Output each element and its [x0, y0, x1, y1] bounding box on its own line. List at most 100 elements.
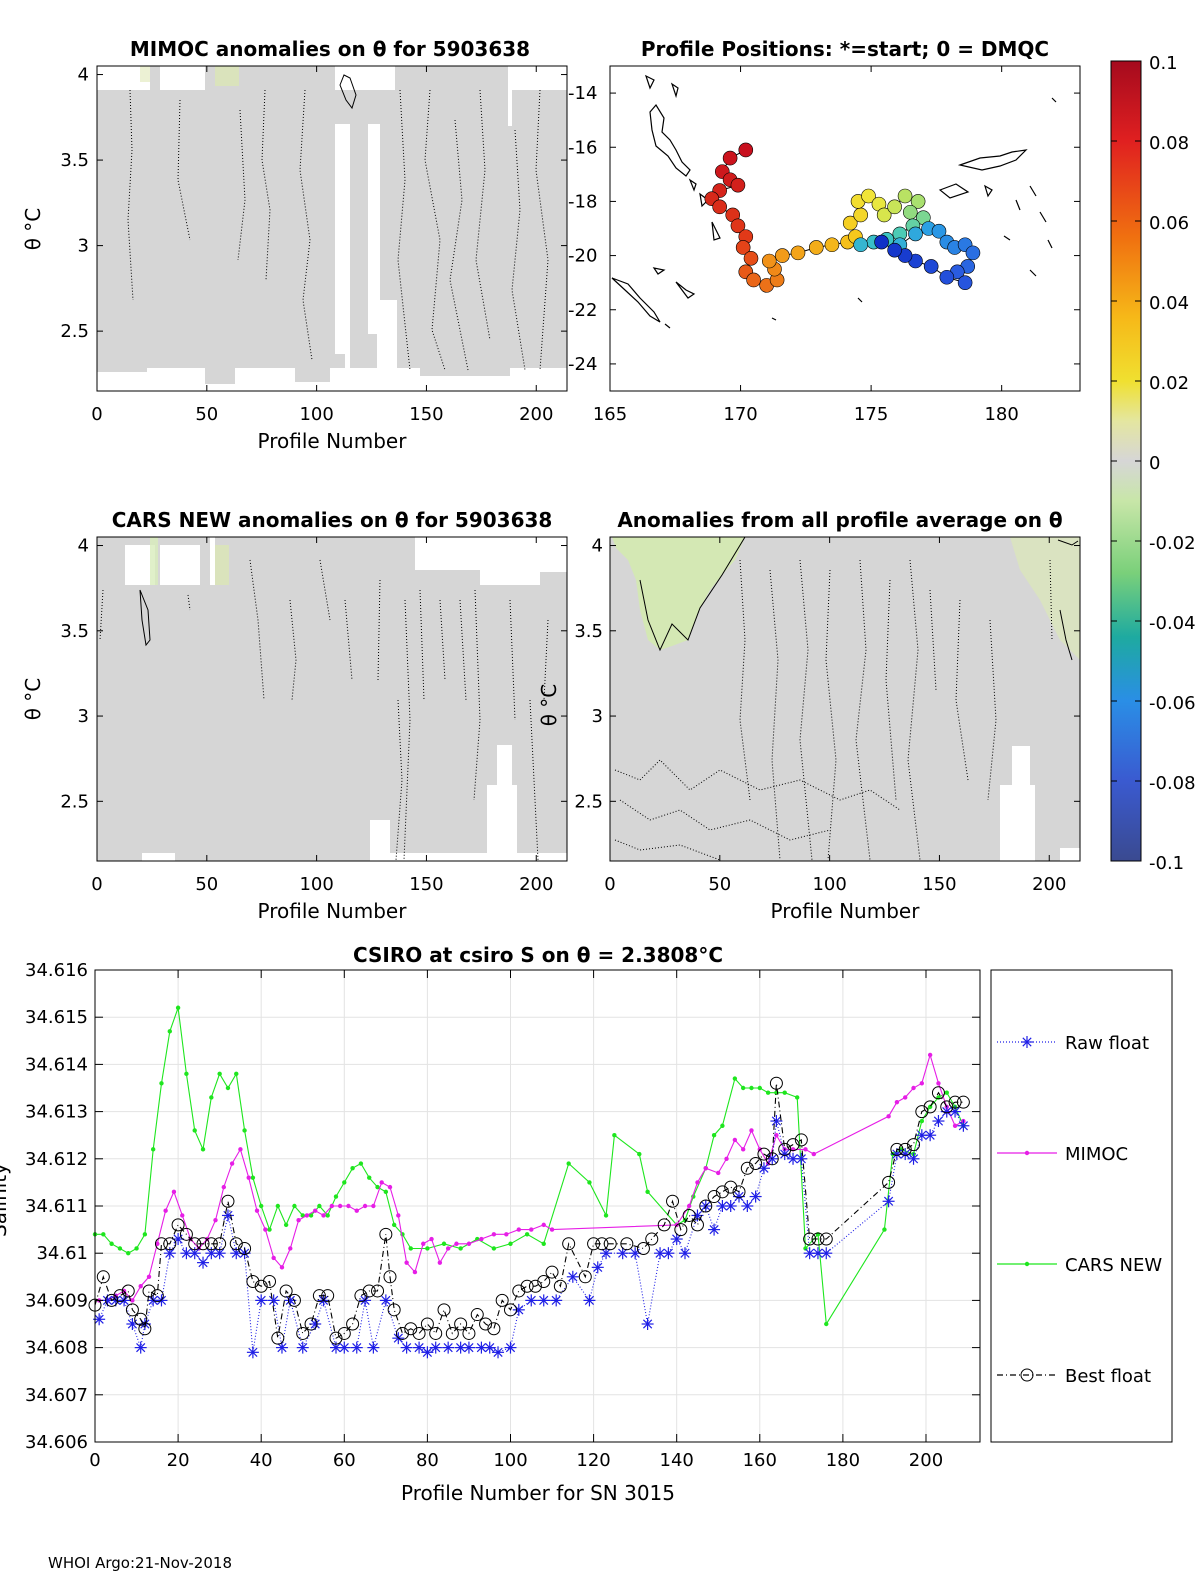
- data-point: [146, 1274, 152, 1280]
- x-tick-label: 200: [519, 874, 553, 895]
- salinity-xlabel: Profile Number for SN 3015: [401, 1481, 675, 1505]
- data-point: [229, 1237, 243, 1251]
- series-best-float: [88, 1076, 970, 1345]
- data-point: [246, 1175, 251, 1180]
- data-point: [404, 1260, 409, 1265]
- data-point: [429, 1326, 443, 1340]
- positions-axes-box: [609, 65, 1081, 392]
- colorbar-tick-label: -0.04: [1149, 613, 1196, 634]
- data-point: [134, 1312, 148, 1326]
- data-point: [923, 1100, 937, 1114]
- profile-position-marker: [722, 150, 738, 166]
- data-point: [362, 1203, 368, 1209]
- data-point: [720, 1123, 725, 1128]
- y-tick-label: 34.616: [25, 960, 88, 981]
- data-point: [545, 1265, 559, 1279]
- data-point: [690, 1218, 704, 1232]
- data-point: [387, 1303, 401, 1317]
- profile-position-marker: [957, 275, 973, 290]
- series-line: [98, 1111, 964, 1353]
- profile-position-marker: [790, 245, 806, 261]
- data-point: [462, 1326, 476, 1340]
- data-point: [142, 1284, 156, 1298]
- data-point: [657, 1218, 671, 1232]
- positions-title: Profile Positions: *=start; 0 = DMQC: [641, 37, 1049, 61]
- data-point: [503, 1303, 517, 1317]
- data-point: [325, 1213, 330, 1218]
- profile-position-marker: [887, 242, 902, 258]
- cars-field: [97, 537, 567, 861]
- data-point: [150, 1147, 156, 1152]
- data-point: [255, 1294, 268, 1307]
- data-point: [794, 1095, 800, 1100]
- profile-position-marker: [761, 253, 777, 269]
- data-point: [275, 1341, 288, 1354]
- x-tick-label: 100: [812, 874, 846, 895]
- data-point: [109, 1241, 114, 1246]
- mimoc-axes-box: [96, 65, 568, 392]
- data-point: [329, 1203, 335, 1209]
- data-point: [882, 1175, 896, 1189]
- data-point: [715, 1185, 729, 1199]
- data-point: [541, 1222, 546, 1228]
- y-tick-label: 34.607: [25, 1385, 88, 1406]
- data-point: [458, 1246, 463, 1251]
- data-point: [263, 1227, 268, 1232]
- cars-axes-box: [96, 536, 568, 862]
- salinity-ticks: 0 20 40 60 80 100 120 140 160 180 200 34.606 34.607 3…: [25, 960, 980, 1471]
- data-point: [296, 1217, 301, 1223]
- data-point: [562, 1237, 576, 1251]
- data-point: [279, 1265, 285, 1270]
- x-tick-label: 20: [167, 1450, 190, 1471]
- profile-position-marker: [775, 248, 790, 263]
- data-point: [379, 1180, 384, 1185]
- data-point: [429, 1341, 442, 1354]
- y-tick-label: 4: [78, 65, 89, 86]
- x-tick-label: 0: [604, 874, 615, 895]
- profile-positions-panel: 165 170 175 180 -14 -16 -18 -20 -22 -24 Profile …: [568, 37, 1081, 425]
- data-point: [927, 1104, 933, 1110]
- data-point: [820, 1247, 833, 1260]
- y-tick-label: 2.5: [574, 791, 603, 812]
- colorbar-tick-label: 0.06: [1149, 213, 1189, 234]
- data-point: [491, 1232, 497, 1237]
- data-point: [641, 1318, 654, 1330]
- data-point: [234, 1071, 239, 1077]
- data-point: [682, 1208, 696, 1222]
- data-point: [254, 1279, 268, 1293]
- data-point: [442, 1341, 455, 1354]
- data-point: [413, 1341, 426, 1354]
- data-point: [516, 1227, 522, 1232]
- data-point: [171, 1218, 185, 1232]
- data-point: [811, 1151, 817, 1157]
- data-point: [196, 1237, 210, 1251]
- data-point: [956, 1095, 970, 1109]
- data-point: [154, 1237, 168, 1251]
- y-tick-label: 3.5: [60, 150, 89, 171]
- data-point: [242, 1128, 247, 1133]
- data-point: [354, 1208, 359, 1213]
- mimoc-xlabel: Profile Number: [258, 429, 408, 453]
- data-point: [944, 1090, 949, 1095]
- data-point: [429, 1236, 434, 1242]
- data-point: [437, 1260, 443, 1265]
- data-point: [371, 1203, 376, 1209]
- y-tick-label: 4: [592, 536, 603, 557]
- data-point: [258, 1203, 264, 1209]
- data-point: [537, 1275, 551, 1289]
- data-point: [566, 1161, 571, 1166]
- data-point: [404, 1322, 418, 1336]
- mimoc-field: [97, 66, 567, 384]
- data-point: [595, 1237, 609, 1251]
- data-point: [445, 1326, 459, 1340]
- data-point: [342, 1180, 347, 1185]
- data-point: [529, 1227, 534, 1232]
- data-point: [645, 1232, 659, 1246]
- colorbar-ticks: 0.1 0.08 0.06 0.04 0.02 0 -0.02 -0.04 -0.06 -0.08…: [1111, 53, 1196, 874]
- data-point: [358, 1161, 364, 1166]
- data-point: [919, 1081, 925, 1086]
- data-point: [163, 1208, 168, 1213]
- legend-item: Raw float: [997, 1033, 1149, 1054]
- data-point: [882, 1227, 887, 1232]
- data-point: [138, 1284, 143, 1289]
